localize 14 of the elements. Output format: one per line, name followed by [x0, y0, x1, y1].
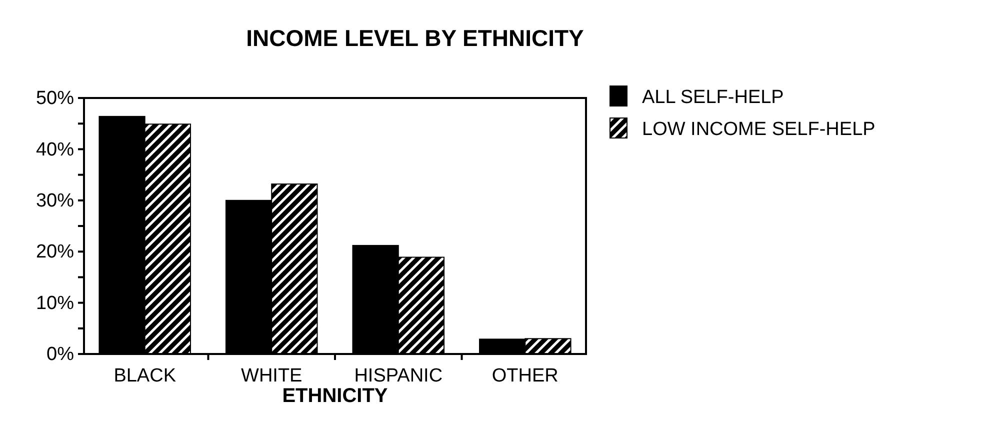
y-tick-label: 10%: [36, 292, 74, 314]
x-tick-label: WHITE: [241, 365, 302, 386]
y-tick-label: 20%: [36, 242, 74, 263]
legend-label: ALL SELF-HELP: [642, 87, 784, 108]
y-tick-label: 50%: [36, 88, 74, 110]
chart-title: INCOME LEVEL BY ETHNICITY: [246, 25, 584, 51]
legend-label: LOW INCOME SELF-HELP: [642, 119, 876, 140]
y-tick-label: 30%: [36, 190, 74, 212]
x-tick-label: OTHER: [492, 365, 558, 386]
y-tick-label: 40%: [36, 139, 74, 160]
x-tick-label: BLACK: [114, 365, 176, 386]
x-axis-title: ETHNICITY: [282, 385, 388, 407]
x-tick-label: HISPANIC: [354, 365, 443, 386]
y-tick-label: 0%: [46, 344, 74, 366]
